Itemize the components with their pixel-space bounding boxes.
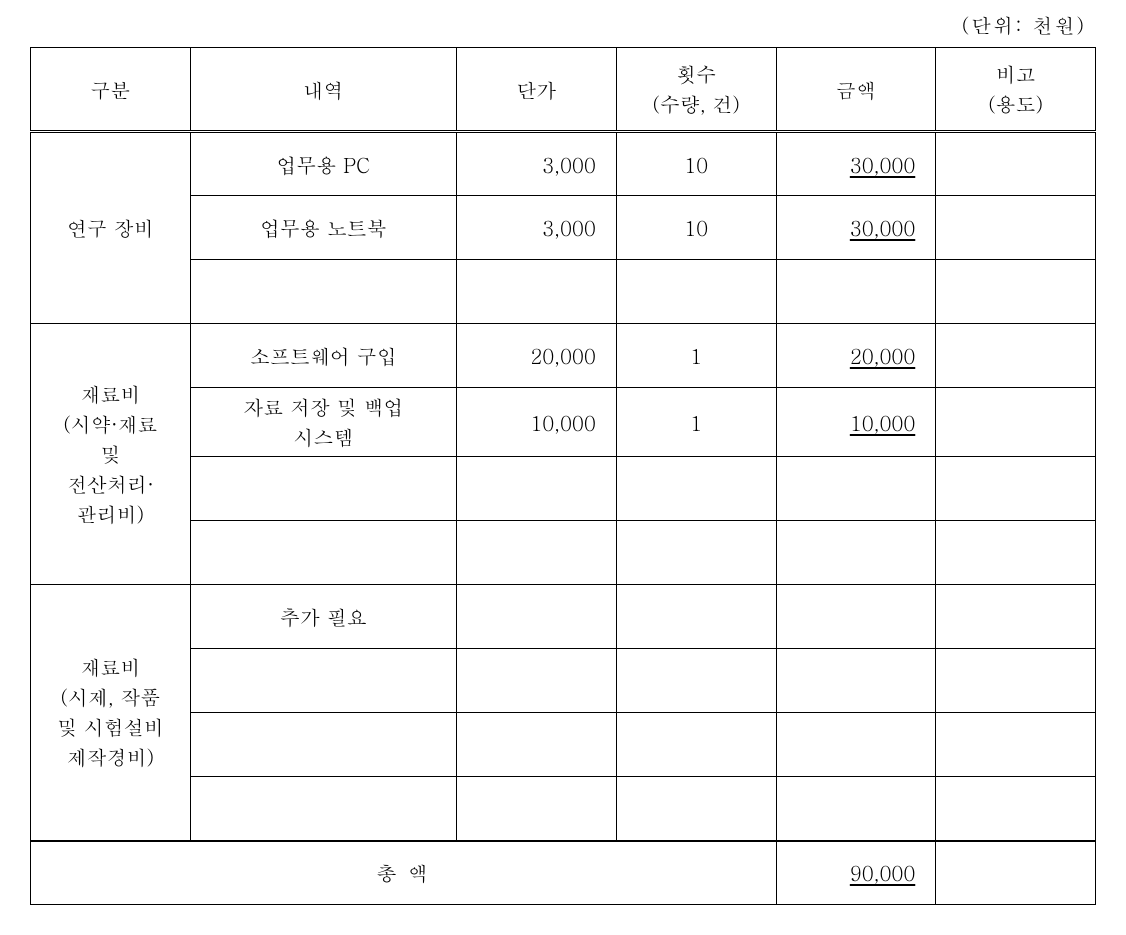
category-label-line: 제작경비) xyxy=(41,742,180,772)
cell-amount xyxy=(776,777,936,841)
cell-count xyxy=(616,713,776,777)
cell-note xyxy=(936,196,1096,260)
cell-note xyxy=(936,457,1096,521)
category-label-line: 전산처리· xyxy=(41,469,180,499)
detail-line: 자료 저장 및 백업 xyxy=(201,392,446,422)
cell-count: 10 xyxy=(616,132,776,196)
cell-count: 1 xyxy=(616,324,776,388)
header-count: 횟수 (수량, 건) xyxy=(616,48,776,132)
cell-count: 1 xyxy=(616,388,776,457)
cell-amount xyxy=(776,649,936,713)
cell-amount xyxy=(776,457,936,521)
cell-price: 3,000 xyxy=(457,132,617,196)
cell-detail xyxy=(190,521,456,585)
cell-amount xyxy=(776,260,936,324)
cell-price xyxy=(457,260,617,324)
cell-price: 10,000 xyxy=(457,388,617,457)
cell-note xyxy=(936,585,1096,649)
cell-detail: 추가 필요 xyxy=(190,585,456,649)
header-detail: 내역 xyxy=(190,48,456,132)
detail-line: 시스템 xyxy=(201,422,446,452)
category-label-line: 및 xyxy=(41,439,180,469)
cell-amount: 20,000 xyxy=(776,324,936,388)
cell-detail xyxy=(190,713,456,777)
cell-price xyxy=(457,649,617,713)
category-label-line: 재료비 xyxy=(41,652,180,682)
header-note-line2: (용도) xyxy=(946,89,1085,119)
total-label: 총 액 xyxy=(31,841,777,905)
header-count-line2: (수량, 건) xyxy=(627,89,766,119)
unit-label: (단위: 천원) xyxy=(30,10,1096,39)
category-label-line: 재료비 xyxy=(41,379,180,409)
cell-detail: 업무용 PC xyxy=(190,132,456,196)
cell-detail xyxy=(190,457,456,521)
category-label-line: (시약·재료 xyxy=(41,409,180,439)
header-amount: 금액 xyxy=(776,48,936,132)
total-amount: 90,000 xyxy=(776,841,936,905)
category-materials1: 재료비 (시약·재료 및 전산처리· 관리비) xyxy=(31,324,191,585)
cell-amount: 10,000 xyxy=(776,388,936,457)
category-label-line: 및 시험설비 xyxy=(41,712,180,742)
cell-count xyxy=(616,585,776,649)
cell-detail: 업무용 노트북 xyxy=(190,196,456,260)
cell-price xyxy=(457,777,617,841)
cell-note xyxy=(936,777,1096,841)
table-row: 자료 저장 및 백업 시스템 10,000 1 10,000 xyxy=(31,388,1096,457)
header-category: 구분 xyxy=(31,48,191,132)
cell-amount xyxy=(776,521,936,585)
cell-amount xyxy=(776,713,936,777)
table-row xyxy=(31,457,1096,521)
cell-price: 20,000 xyxy=(457,324,617,388)
cell-count xyxy=(616,260,776,324)
cell-note xyxy=(936,388,1096,457)
cell-note xyxy=(936,324,1096,388)
cell-price xyxy=(457,713,617,777)
cell-detail xyxy=(190,649,456,713)
table-row: 업무용 노트북 3,000 10 30,000 xyxy=(31,196,1096,260)
cell-note xyxy=(936,713,1096,777)
cell-detail: 자료 저장 및 백업 시스템 xyxy=(190,388,456,457)
table-row xyxy=(31,649,1096,713)
category-equipment: 연구 장비 xyxy=(31,132,191,324)
table-row: 연구 장비 업무용 PC 3,000 10 30,000 xyxy=(31,132,1096,196)
cell-note xyxy=(936,521,1096,585)
header-price: 단가 xyxy=(457,48,617,132)
cell-detail xyxy=(190,777,456,841)
cell-detail: 소프트웨어 구입 xyxy=(190,324,456,388)
category-materials2: 재료비 (시제, 작품 및 시험설비 제작경비) xyxy=(31,585,191,841)
cell-price xyxy=(457,521,617,585)
table-row xyxy=(31,777,1096,841)
cell-count xyxy=(616,521,776,585)
cell-count xyxy=(616,649,776,713)
header-note: 비고 (용도) xyxy=(936,48,1096,132)
category-label-line: (시제, 작품 xyxy=(41,682,180,712)
cell-note xyxy=(936,260,1096,324)
cell-count: 10 xyxy=(616,196,776,260)
budget-table: 구분 내역 단가 횟수 (수량, 건) 금액 비고 (용도) 연구 장비 업무용… xyxy=(30,47,1096,905)
total-row: 총 액 90,000 xyxy=(31,841,1096,905)
table-row xyxy=(31,713,1096,777)
table-row: 재료비 (시제, 작품 및 시험설비 제작경비) 추가 필요 xyxy=(31,585,1096,649)
cell-note xyxy=(936,132,1096,196)
table-header-row: 구분 내역 단가 횟수 (수량, 건) 금액 비고 (용도) xyxy=(31,48,1096,132)
header-note-line1: 비고 xyxy=(946,59,1085,89)
table-row: 재료비 (시약·재료 및 전산처리· 관리비) 소프트웨어 구입 20,000 … xyxy=(31,324,1096,388)
cell-price xyxy=(457,585,617,649)
table-row xyxy=(31,260,1096,324)
cell-price xyxy=(457,457,617,521)
cell-amount: 30,000 xyxy=(776,132,936,196)
cell-count xyxy=(616,777,776,841)
header-count-line1: 횟수 xyxy=(627,59,766,89)
cell-amount xyxy=(776,585,936,649)
cell-note xyxy=(936,649,1096,713)
total-note xyxy=(936,841,1096,905)
table-row xyxy=(31,521,1096,585)
category-label-line: 관리비) xyxy=(41,499,180,529)
cell-detail xyxy=(190,260,456,324)
cell-amount: 30,000 xyxy=(776,196,936,260)
cell-count xyxy=(616,457,776,521)
cell-price: 3,000 xyxy=(457,196,617,260)
